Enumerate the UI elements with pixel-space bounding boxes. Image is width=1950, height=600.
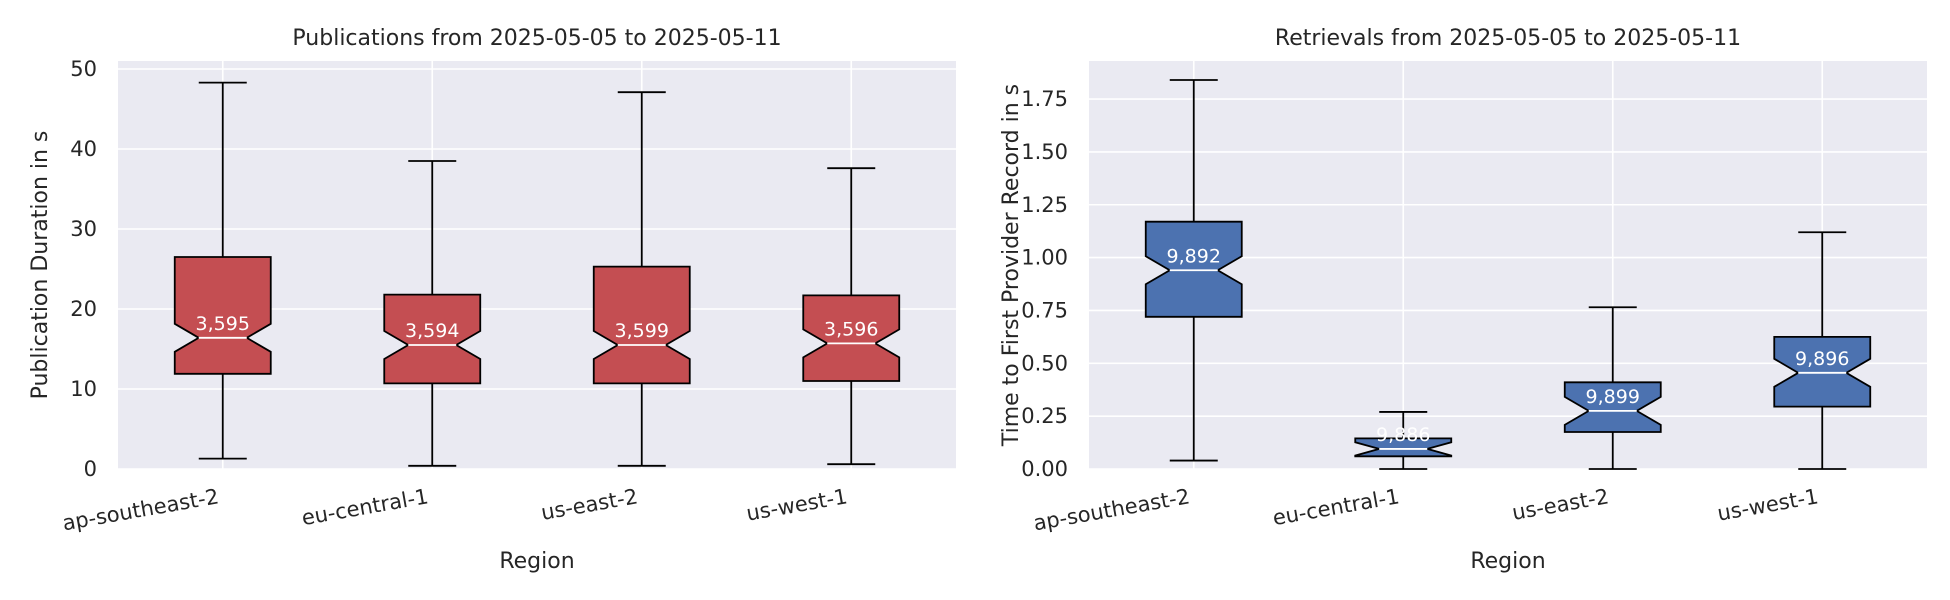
y-tick-label: 20 — [70, 297, 97, 321]
box — [383, 293, 482, 385]
box — [802, 294, 901, 382]
count-label: 9,892 — [1167, 245, 1221, 267]
box — [173, 256, 272, 375]
y-tick-label: 0 — [84, 457, 97, 481]
x-axis-label: Region — [499, 549, 574, 574]
count-label: 3,594 — [405, 320, 459, 342]
count-label: 9,896 — [1795, 348, 1849, 370]
y-axis-label: Time to First Provider Record in s — [999, 84, 1024, 447]
box — [1773, 335, 1872, 408]
count-label: 3,599 — [615, 320, 669, 342]
x-tick-label: us-west-1 — [744, 484, 849, 525]
x-tick-label: us-east-2 — [539, 484, 639, 525]
x-axis-label: Region — [1470, 549, 1545, 574]
y-tick-label: 30 — [70, 217, 97, 241]
x-tick-label: eu-central-1 — [1271, 484, 1401, 530]
count-label: 3,596 — [824, 318, 878, 340]
x-tick-label: us-east-2 — [1510, 484, 1610, 525]
y-tick-label: 0.50 — [1021, 351, 1068, 375]
chart-title: Publications from 2025-05-05 to 2025-05-… — [292, 26, 781, 51]
count-label: 9,899 — [1586, 386, 1640, 408]
count-label: 3,595 — [196, 313, 250, 335]
chart-title: Retrievals from 2025-05-05 to 2025-05-11 — [1275, 26, 1741, 51]
y-tick-label: 0.25 — [1021, 404, 1068, 428]
box — [592, 265, 691, 385]
box — [1563, 381, 1662, 433]
x-tick-label: us-west-1 — [1715, 484, 1820, 525]
x-tick-label: ap-southeast-2 — [61, 484, 221, 535]
y-tick-label: 0.00 — [1021, 457, 1068, 481]
y-tick-label: 0.75 — [1021, 298, 1068, 322]
y-tick-label: 10 — [70, 377, 97, 401]
y-tick-label: 1.50 — [1021, 140, 1068, 164]
box — [1354, 437, 1453, 458]
publications-chart: 0 10 20 30 40 50 3,595 ap-southeast-2 3,594 eu-ce… — [28, 26, 956, 574]
count-label: 9,886 — [1376, 424, 1430, 446]
y-tick-label: 50 — [70, 57, 97, 81]
x-tick-label: ap-southeast-2 — [1032, 484, 1192, 535]
x-tick-label: eu-central-1 — [300, 484, 430, 530]
retrievals-chart: 0.00 0.25 0.50 0.75 1.00 1.25 1.50 1.75 9,892 ap-… — [999, 26, 1927, 574]
y-tick-label: 1.75 — [1021, 87, 1068, 111]
y-tick-label: 1.25 — [1021, 193, 1068, 217]
y-tick-label: 1.00 — [1021, 246, 1068, 270]
y-axis-label: Publication Duration in s — [28, 131, 53, 400]
box — [1144, 220, 1243, 318]
y-tick-label: 40 — [70, 137, 97, 161]
